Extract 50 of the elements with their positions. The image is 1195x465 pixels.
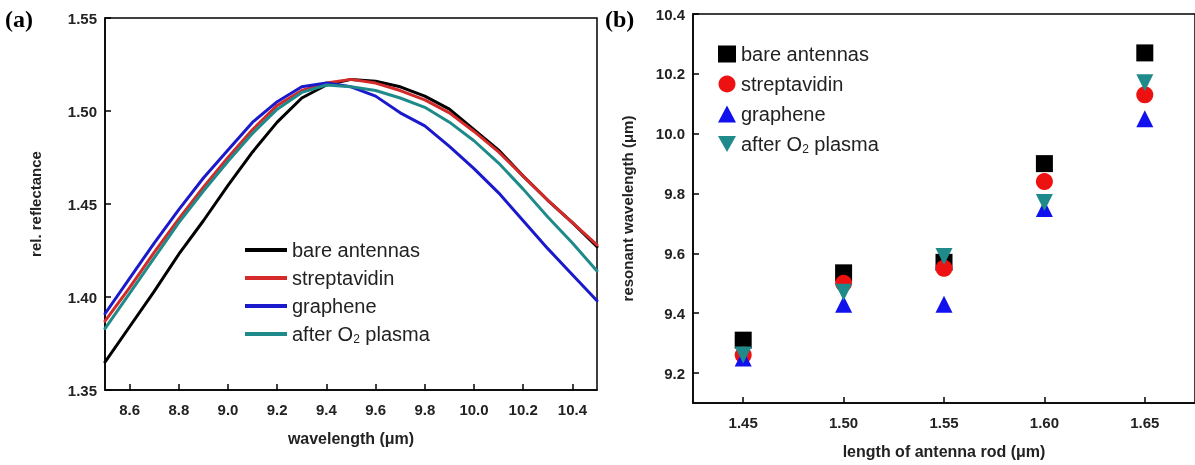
x-tick-label: 10.0 bbox=[459, 401, 489, 418]
x-tick-label: 10.2 bbox=[508, 401, 538, 418]
point bbox=[1136, 110, 1154, 128]
y-tick-label: 1.40 bbox=[67, 288, 97, 306]
x-tick-label: 9.0 bbox=[217, 401, 239, 418]
x-axis-title: length of antenna rod (μm) bbox=[842, 442, 1046, 460]
y-axis-title: resonant wavelength (μm) bbox=[619, 115, 636, 302]
point bbox=[1136, 44, 1154, 62]
chart-title: (b) bbox=[605, 6, 635, 32]
point bbox=[835, 283, 853, 301]
point bbox=[1035, 155, 1053, 173]
x-axis-title: wavelength (μm) bbox=[286, 429, 415, 447]
x-tick-label: 9.4 bbox=[315, 401, 338, 418]
y-tick-label: 1.50 bbox=[67, 102, 97, 120]
point bbox=[1035, 194, 1053, 212]
y-axis-title: rel. reflectance bbox=[27, 151, 44, 257]
x-tick-label: 8.8 bbox=[168, 401, 190, 418]
point bbox=[1136, 74, 1154, 92]
x-tick-label: 1.45 bbox=[728, 414, 758, 431]
y-tick-label: 9.8 bbox=[664, 185, 685, 203]
legend-label: graphene bbox=[741, 103, 826, 125]
x-tick-label: 10.4 bbox=[557, 401, 588, 418]
point bbox=[1035, 173, 1053, 191]
y-tick-label: 1.55 bbox=[67, 9, 97, 27]
point bbox=[1136, 86, 1154, 104]
point bbox=[935, 259, 953, 277]
y-tick-label: 10.0 bbox=[655, 125, 685, 143]
y-tick-label: 9.6 bbox=[664, 244, 685, 262]
x-tick-label: 9.2 bbox=[266, 401, 288, 418]
legend-label: bare antennas bbox=[292, 239, 420, 261]
y-tick-label: 1.35 bbox=[67, 381, 97, 399]
y-tick-label: 10.4 bbox=[655, 5, 686, 23]
point bbox=[935, 295, 953, 313]
x-tick-label: 1.65 bbox=[1130, 414, 1160, 431]
legend-label: streptavidin bbox=[292, 267, 395, 289]
x-tick-label: 1.55 bbox=[929, 414, 959, 431]
point bbox=[935, 247, 953, 265]
y-tick-label: 9.2 bbox=[664, 364, 685, 382]
x-tick-label: 8.6 bbox=[119, 401, 141, 418]
legend-label: bare antennas bbox=[741, 43, 869, 65]
x-tick-label: 9.8 bbox=[414, 401, 436, 418]
y-tick-label: 9.4 bbox=[664, 304, 686, 322]
x-tick-label: 9.6 bbox=[365, 401, 387, 418]
chart-title: (a) bbox=[5, 6, 33, 32]
legend-label: graphene bbox=[292, 295, 377, 317]
x-tick-label: 1.50 bbox=[829, 414, 859, 431]
y-tick-label: 10.2 bbox=[655, 65, 685, 83]
y-tick-label: 1.45 bbox=[67, 195, 97, 213]
x-tick-label: 1.60 bbox=[1029, 414, 1059, 431]
legend-label: streptavidin bbox=[741, 73, 844, 95]
